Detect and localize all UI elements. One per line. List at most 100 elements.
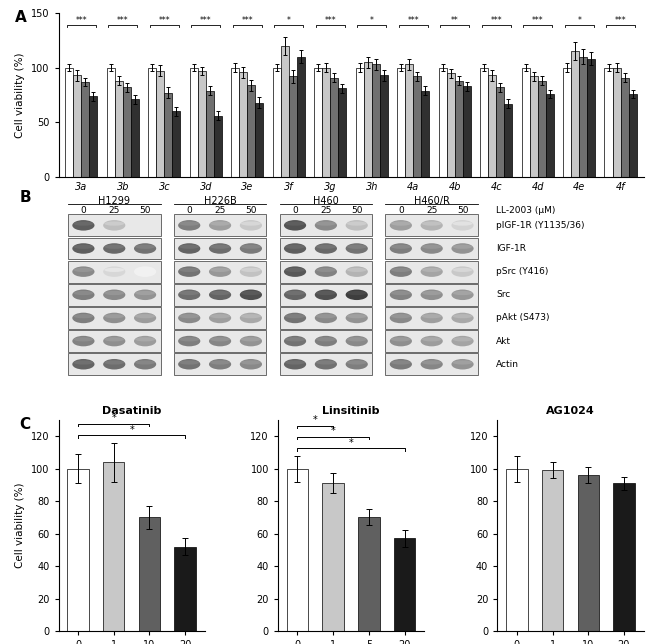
Ellipse shape: [316, 337, 336, 341]
Ellipse shape: [103, 243, 125, 254]
Ellipse shape: [315, 336, 337, 346]
Ellipse shape: [210, 361, 230, 365]
Ellipse shape: [134, 290, 156, 300]
Text: ***: ***: [324, 16, 336, 25]
Text: ***: ***: [408, 16, 419, 25]
Ellipse shape: [135, 361, 155, 365]
Title: Linsitinib: Linsitinib: [322, 406, 380, 416]
Ellipse shape: [178, 313, 200, 323]
Bar: [81, 82, 90, 177]
Bar: [385, 354, 478, 375]
Ellipse shape: [285, 361, 305, 365]
Ellipse shape: [179, 361, 199, 365]
Ellipse shape: [452, 220, 474, 231]
Text: *: *: [111, 413, 116, 423]
Ellipse shape: [179, 291, 199, 295]
Ellipse shape: [452, 337, 473, 341]
Text: *: *: [577, 16, 581, 25]
Ellipse shape: [421, 243, 443, 254]
Bar: [68, 261, 161, 283]
Text: ***: ***: [200, 16, 212, 25]
Ellipse shape: [178, 267, 200, 277]
Ellipse shape: [210, 314, 230, 318]
Ellipse shape: [285, 245, 305, 249]
Ellipse shape: [422, 361, 442, 365]
Ellipse shape: [284, 243, 306, 254]
Bar: [174, 261, 266, 283]
Ellipse shape: [284, 336, 306, 346]
Ellipse shape: [240, 290, 262, 300]
Ellipse shape: [210, 291, 230, 295]
Ellipse shape: [178, 336, 200, 346]
Bar: [421, 91, 430, 177]
Text: B: B: [20, 189, 31, 205]
Ellipse shape: [452, 222, 473, 225]
Ellipse shape: [422, 337, 442, 341]
Bar: [612, 68, 621, 177]
Text: **: **: [451, 16, 459, 25]
Ellipse shape: [240, 267, 262, 277]
Ellipse shape: [134, 313, 156, 323]
Bar: [380, 75, 388, 177]
Bar: [68, 214, 161, 236]
Text: ***: ***: [490, 16, 502, 25]
Ellipse shape: [240, 359, 262, 370]
Ellipse shape: [346, 268, 367, 272]
Ellipse shape: [315, 267, 337, 277]
Text: Actin: Actin: [496, 360, 519, 369]
Ellipse shape: [104, 291, 124, 295]
Ellipse shape: [315, 290, 337, 300]
Bar: [138, 517, 160, 631]
Ellipse shape: [316, 361, 336, 365]
Ellipse shape: [179, 245, 199, 249]
Bar: [394, 538, 415, 631]
Bar: [588, 59, 595, 177]
Text: LL-2003 (μM): LL-2003 (μM): [496, 206, 555, 215]
Ellipse shape: [209, 220, 231, 231]
Ellipse shape: [241, 245, 261, 249]
Bar: [280, 214, 372, 236]
Text: ***: ***: [159, 16, 170, 25]
Ellipse shape: [391, 245, 411, 249]
Ellipse shape: [346, 314, 367, 318]
Bar: [114, 80, 123, 177]
Bar: [214, 116, 222, 177]
Bar: [73, 75, 81, 177]
Ellipse shape: [391, 268, 411, 272]
Bar: [287, 469, 308, 631]
Bar: [68, 307, 161, 329]
Text: 0: 0: [292, 206, 298, 215]
Text: ***: ***: [532, 16, 543, 25]
Bar: [385, 261, 478, 283]
Bar: [174, 330, 266, 352]
Ellipse shape: [346, 220, 368, 231]
Ellipse shape: [390, 313, 412, 323]
Ellipse shape: [284, 313, 306, 323]
Ellipse shape: [346, 291, 367, 295]
Ellipse shape: [346, 267, 368, 277]
Bar: [372, 64, 380, 177]
Bar: [339, 88, 346, 177]
Bar: [538, 80, 546, 177]
Ellipse shape: [316, 291, 336, 295]
Bar: [439, 68, 447, 177]
Ellipse shape: [422, 314, 442, 318]
Bar: [280, 261, 372, 283]
Text: 25: 25: [320, 206, 332, 215]
Ellipse shape: [210, 245, 230, 249]
Ellipse shape: [104, 314, 124, 318]
Ellipse shape: [72, 243, 94, 254]
Ellipse shape: [452, 268, 473, 272]
Ellipse shape: [179, 268, 199, 272]
Ellipse shape: [72, 336, 94, 346]
Ellipse shape: [134, 336, 156, 346]
Ellipse shape: [209, 290, 231, 300]
Bar: [174, 284, 266, 306]
Text: pAkt (S473): pAkt (S473): [496, 314, 549, 323]
Bar: [156, 71, 164, 177]
Ellipse shape: [178, 243, 200, 254]
Ellipse shape: [316, 314, 336, 318]
Bar: [530, 77, 538, 177]
Bar: [280, 284, 372, 306]
Ellipse shape: [284, 220, 306, 231]
